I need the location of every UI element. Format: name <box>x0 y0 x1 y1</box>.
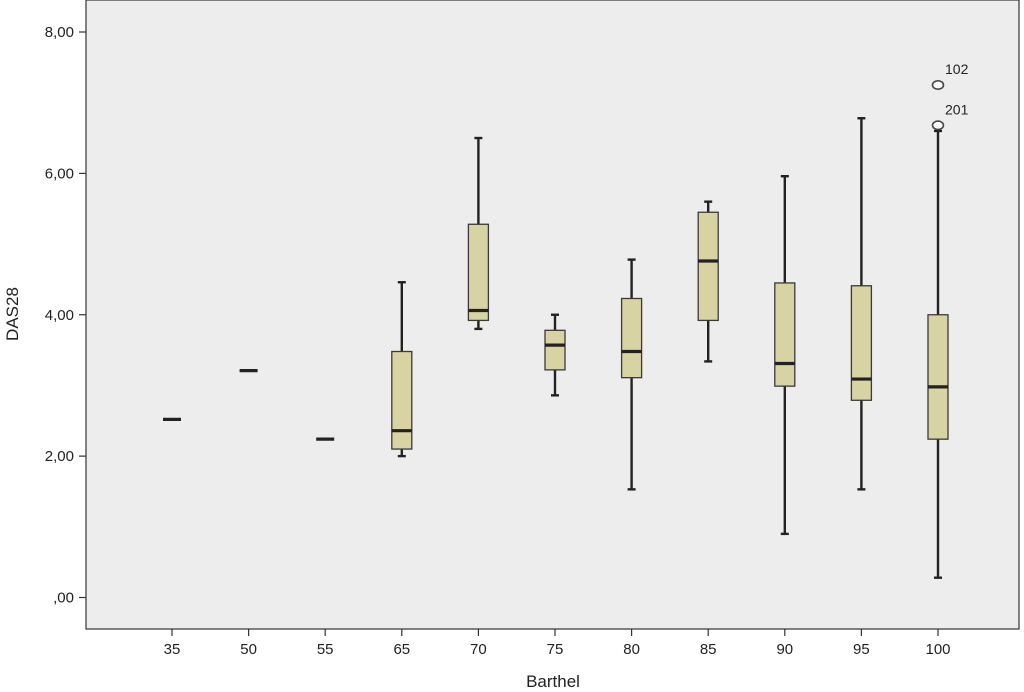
box-100 <box>927 129 949 579</box>
x-tick-label: 55 <box>317 641 334 658</box>
y-tick-label: 2,00 <box>45 448 74 465</box>
x-tick-label: 50 <box>240 641 257 658</box>
y-axis: ,00 2,00 4,00 6,00 8,00 <box>45 24 86 607</box>
iqr-box <box>544 329 566 371</box>
box-90 <box>774 175 796 536</box>
iqr-box <box>620 297 643 379</box>
outlier-label: 201 <box>945 101 969 117</box>
box-80 <box>620 258 643 491</box>
x-tick-label: 70 <box>470 641 487 658</box>
outlier-label: 102 <box>945 61 969 77</box>
y-tick-label: 6,00 <box>45 165 74 182</box>
iqr-box <box>927 314 949 440</box>
box-65 <box>391 281 413 458</box>
iqr-box <box>391 350 413 450</box>
x-axis: 35 50 55 65 70 75 80 85 90 95 100 <box>164 629 951 658</box>
y-axis-title: DAS28 <box>3 287 22 341</box>
box-75 <box>544 313 566 397</box>
outlier-point <box>931 120 945 131</box>
y-tick-label: 8,00 <box>45 24 74 41</box>
x-tick-label: 35 <box>164 641 181 658</box>
x-tick-label: 90 <box>776 641 793 658</box>
x-tick-label: 65 <box>393 641 410 658</box>
outliers: 102 201 <box>931 61 969 131</box>
iqr-box <box>850 285 873 401</box>
x-axis-title: Barthel <box>526 672 580 691</box>
y-tick-label: ,00 <box>53 590 74 607</box>
x-tick-label: 100 <box>925 641 950 658</box>
x-tick-label: 80 <box>623 641 640 658</box>
boxes <box>163 117 949 579</box>
box-95 <box>850 117 873 491</box>
x-tick-label: 85 <box>700 641 717 658</box>
iqr-box <box>774 282 796 387</box>
outlier-point <box>931 80 945 91</box>
iqr-box <box>697 211 719 322</box>
x-tick-label: 75 <box>547 641 564 658</box>
y-tick-label: 4,00 <box>45 307 74 324</box>
iqr-box <box>467 223 490 322</box>
box-70 <box>467 136 490 331</box>
box-85 <box>697 200 719 363</box>
x-tick-label: 95 <box>853 641 870 658</box>
